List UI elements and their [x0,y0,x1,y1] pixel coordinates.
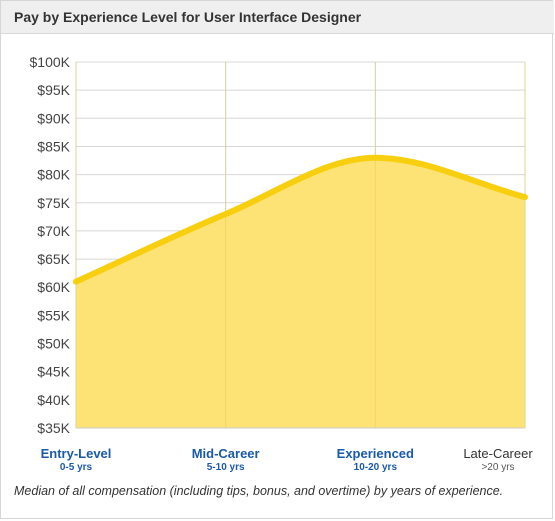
y-tick-label: $60K [37,279,70,295]
x-label-main: Experienced [336,446,414,461]
x-label-experienced: Experienced 10-20 yrs [315,446,435,474]
y-tick-label: $80K [37,167,70,183]
y-tick-label: $40K [37,392,70,408]
x-label-sub: 5-10 yrs [206,462,245,473]
y-tick-label: $100K [30,54,71,70]
x-label-late-career: Late-Career >20 yrs [438,446,555,474]
card-header: Pay by Experience Level for User Interfa… [1,1,554,34]
y-tick-label: $65K [37,251,70,267]
x-label-mid-career: Mid-Career 5-10 yrs [166,446,286,474]
x-label-main: Entry-Level [40,446,112,461]
x-label-sub: 0-5 yrs [59,462,93,473]
x-label-entry-level: Entry-Level 0-5 yrs [16,446,136,474]
series-line [73,154,528,285]
y-tick-label: $55K [37,307,70,323]
y-tick-label: $50K [37,336,70,352]
y-tick-label: $90K [37,110,70,126]
y-tick-label: $75K [37,195,70,211]
x-label-main: Mid-Career [191,446,260,461]
y-tick-label: $35K [37,420,70,436]
y-tick-label: $70K [37,223,70,239]
area-fill [76,157,525,428]
x-label-main: Late-Career [463,446,533,461]
y-tick-label: $85K [37,138,70,154]
y-tick-label: $45K [37,364,70,380]
x-label-sub: 10-20 yrs [353,462,398,473]
y-tick-label: $95K [37,82,70,98]
chart-caption: Median of all compensation (including ti… [14,484,504,498]
chart-title: Pay by Experience Level for User Interfa… [14,9,362,25]
x-label-sub: >20 yrs [481,462,515,473]
